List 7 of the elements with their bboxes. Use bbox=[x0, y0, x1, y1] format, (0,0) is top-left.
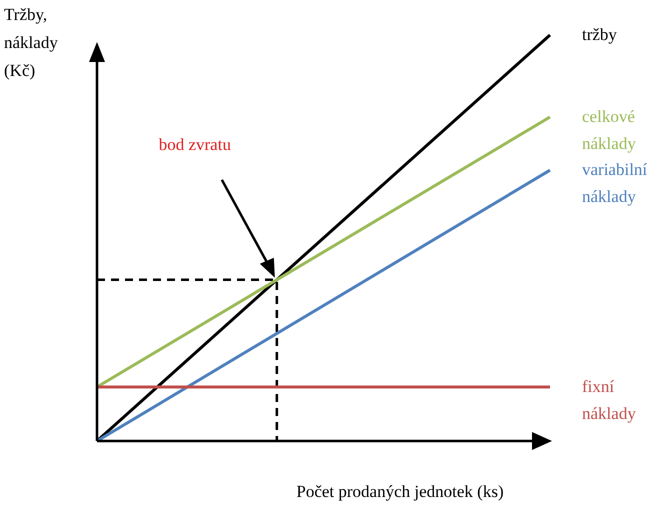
series-label: fixní náklady bbox=[582, 377, 636, 423]
annotation: bod zvratu bbox=[158, 134, 232, 154]
series-label: variabilní náklady bbox=[582, 160, 648, 206]
series-label: tržby bbox=[582, 25, 618, 44]
x-axis-title: Počet prodaných jednotek (ks) bbox=[296, 482, 504, 501]
y-axis-title: Tržby, náklady (Kč) bbox=[4, 5, 58, 80]
series-label: celkové náklady bbox=[582, 107, 636, 154]
